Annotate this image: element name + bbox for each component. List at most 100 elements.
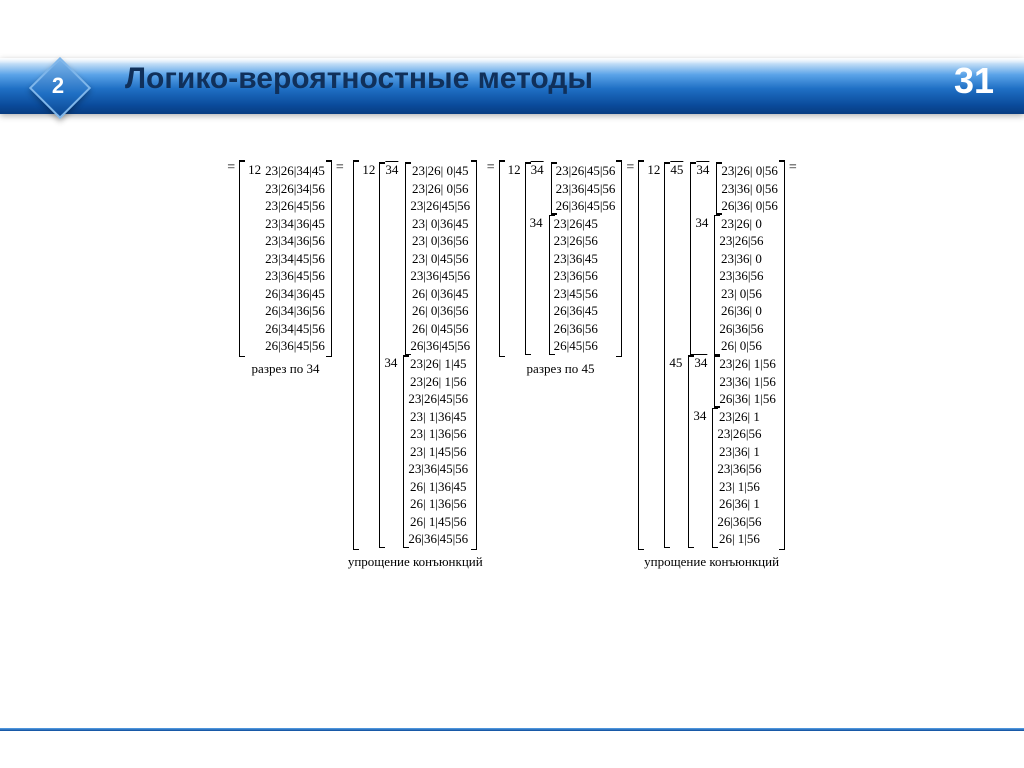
data-row: 23|34|36|45: [265, 215, 325, 233]
data-row: 26| 0|36|45: [410, 285, 470, 303]
data-row: 26|36| 1|56: [719, 390, 776, 408]
caption-simplify-1: упрощение конъюнкций: [348, 550, 483, 570]
data-row: 26| 1|36|56: [408, 495, 468, 513]
data-row: 23|36| 1|56: [719, 373, 776, 391]
data-row: 23|26| 1|56: [408, 373, 468, 391]
data-row: 26|36|45|56: [408, 530, 468, 548]
data-row: 23|36|56: [554, 267, 598, 285]
m2-g2-rows: 23|26| 1|4523|26| 1|5623|26|45|5623| 1|3…: [408, 355, 468, 548]
data-row: 23|36|45|56: [410, 267, 470, 285]
data-row: 26| 0|36|56: [410, 302, 470, 320]
data-row: 23| 1|45|56: [408, 443, 468, 461]
data-row: 23|36| 1: [717, 443, 761, 461]
matrix-1-block: 12 23|26|34|4523|26|34|5623|26|45|5623|3…: [239, 160, 332, 377]
data-row: 23|36|56: [719, 267, 763, 285]
data-row: 23|36|56: [717, 460, 761, 478]
m3-g1-head: 34: [530, 162, 551, 178]
caption-simplify-2: упрощение конъюнкций: [638, 550, 785, 570]
data-row: 23|26| 0|56: [410, 180, 470, 198]
data-row: 26| 1|56: [717, 530, 761, 548]
equals-sign: =: [223, 160, 239, 176]
data-row: 26|36|45|56: [265, 337, 325, 355]
data-row: 23|36| 0: [719, 250, 763, 268]
data-row: 26| 0|56: [719, 337, 763, 355]
data-row: 23|36|45: [554, 250, 598, 268]
matrix-3-block: 12 34 23|26|45|5623|36|45|5626|36|45|56 …: [499, 160, 623, 377]
data-row: 23|36| 0|56: [721, 180, 778, 198]
matrix-3: 12 34 23|26|45|5623|36|45|5626|36|45|56 …: [499, 160, 623, 357]
data-row: 23|26| 0|45: [410, 162, 470, 180]
m1-rows: 23|26|34|4523|26|34|5623|26|45|5623|34|3…: [265, 162, 325, 355]
data-row: 23|26|45|56: [408, 390, 468, 408]
data-row: 23|45|56: [554, 285, 598, 303]
data-row: 26|36|56: [717, 513, 761, 531]
data-row: 23|26|34|56: [265, 180, 325, 198]
caption-cut34: разрез по 34: [239, 357, 332, 377]
data-row: 23|26| 1|45: [408, 355, 468, 373]
m4-g3-head: 45: [669, 355, 688, 371]
data-row: 23|26|45|56: [265, 197, 325, 215]
data-row: 26| 1|36|45: [408, 478, 468, 496]
equation-content: = 12 23|26|34|4523|26|34|5623|26|45|5623…: [0, 160, 1024, 688]
data-row: 23|26|56: [717, 425, 761, 443]
data-row: 23| 1|36|45: [408, 408, 468, 426]
data-row: 23|26| 1: [717, 408, 761, 426]
data-row: 26|36|45|56: [410, 337, 470, 355]
m2-g1-head: 34: [384, 162, 405, 178]
data-row: 23|26|45: [554, 215, 598, 233]
matrix-4: 12 45 34 23|26| 0|5623|36| 0|5626|36| 0|…: [638, 160, 785, 550]
footer-line: [0, 728, 1024, 731]
m2-g1-rows: 23|26| 0|4523|26| 0|5623|26|45|5623| 0|3…: [410, 162, 470, 355]
m3-g1-rows: 23|26|45|5623|36|45|5626|36|45|56: [556, 162, 616, 215]
m1-head: 12: [246, 162, 265, 355]
m4-nest: 45 34 23|26| 0|5623|36| 0|5626|36| 0|56 …: [664, 162, 778, 548]
m2-nest: 34 23|26| 0|4523|26| 0|5623|26|45|5623| …: [379, 162, 470, 548]
m3-head: 12: [506, 162, 525, 355]
data-row: 26|36| 0|56: [721, 197, 778, 215]
m4-head: 12: [645, 162, 664, 548]
m4-g2-head: 34: [695, 215, 714, 231]
data-row: 26|36|45: [554, 302, 598, 320]
equals-sign-4: =: [622, 160, 638, 176]
data-row: 23| 1|36|56: [408, 425, 468, 443]
data-row: 23|34|45|56: [265, 250, 325, 268]
data-row: 26|45|56: [554, 337, 598, 355]
data-row: 23|26|45|56: [410, 197, 470, 215]
m4-g1-head: 45: [669, 162, 690, 178]
data-row: 23|34|36|56: [265, 232, 325, 250]
data-row: 23|26|56: [719, 232, 763, 250]
data-row: 23|26|45|56: [556, 162, 616, 180]
data-row: 23|36|45|56: [556, 180, 616, 198]
equals-sign-3: =: [483, 160, 499, 176]
section-diamond: 2: [30, 58, 86, 114]
data-row: 23|36|45|56: [265, 267, 325, 285]
matrix-2: 12 34 23|26| 0|4523|26| 0|5623|26|45|562…: [353, 160, 477, 550]
data-row: 23|26| 0|56: [721, 162, 778, 180]
page-number: 31: [954, 60, 994, 102]
data-row: 26| 0|45|56: [410, 320, 470, 338]
m4-g1-rows: 23|26| 0|5623|36| 0|5626|36| 0|56: [721, 162, 778, 215]
data-row: 26|36|56: [719, 320, 763, 338]
m3-nest: 34 23|26|45|5623|36|45|5626|36|45|56 34 …: [525, 162, 616, 355]
matrix-2-block: 12 34 23|26| 0|4523|26| 0|5623|26|45|562…: [348, 160, 483, 570]
m4-g4-head: 34: [693, 408, 712, 424]
m3-g2-head: 34: [530, 215, 549, 231]
data-row: 23| 0|36|45: [410, 215, 470, 233]
data-row: 26|36|56: [554, 320, 598, 338]
data-row: 26|34|36|56: [265, 302, 325, 320]
data-row: 23|26| 0: [719, 215, 763, 233]
data-row: 23|26| 1|56: [719, 355, 776, 373]
equals-sign-2: =: [332, 160, 348, 176]
m2-g2-head: 34: [384, 355, 403, 371]
m4-g1-sub-head: 34: [695, 162, 716, 178]
m4-g3-sub-head: 34: [693, 355, 714, 371]
equals-sign-5: =: [785, 160, 801, 176]
data-row: 26|36|45|56: [556, 197, 616, 215]
m2-head: 12: [360, 162, 379, 548]
data-row: 23|26|34|45: [265, 162, 325, 180]
data-row: 26| 1|45|56: [408, 513, 468, 531]
slide-header: 2 Логико-вероятностные методы 31: [0, 0, 1024, 120]
data-row: 23| 0|45|56: [410, 250, 470, 268]
data-row: 23| 0|56: [719, 285, 763, 303]
m4-g4-rows: 23|26| 123|26|5623|36| 123|36|5623| 1|56…: [717, 408, 761, 548]
